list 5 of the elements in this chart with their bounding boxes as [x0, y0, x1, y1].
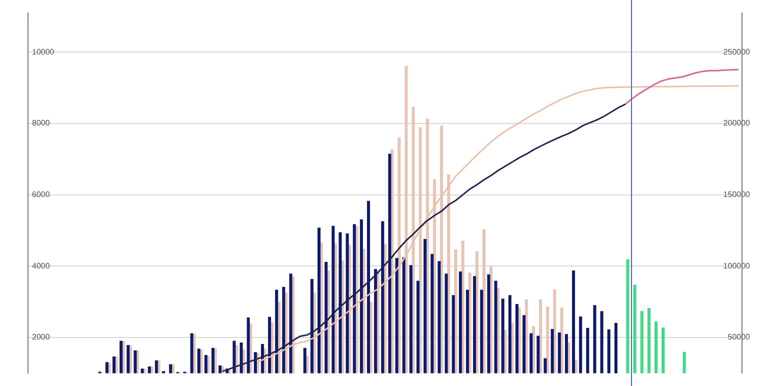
y-tick-label: 8000: [32, 118, 50, 128]
y-tick-label: 10000: [32, 47, 55, 56]
y-tick-label: 4000: [32, 261, 50, 270]
y-tick-label: 2000: [32, 332, 50, 342]
y-tick-label: 6000: [32, 190, 50, 199]
